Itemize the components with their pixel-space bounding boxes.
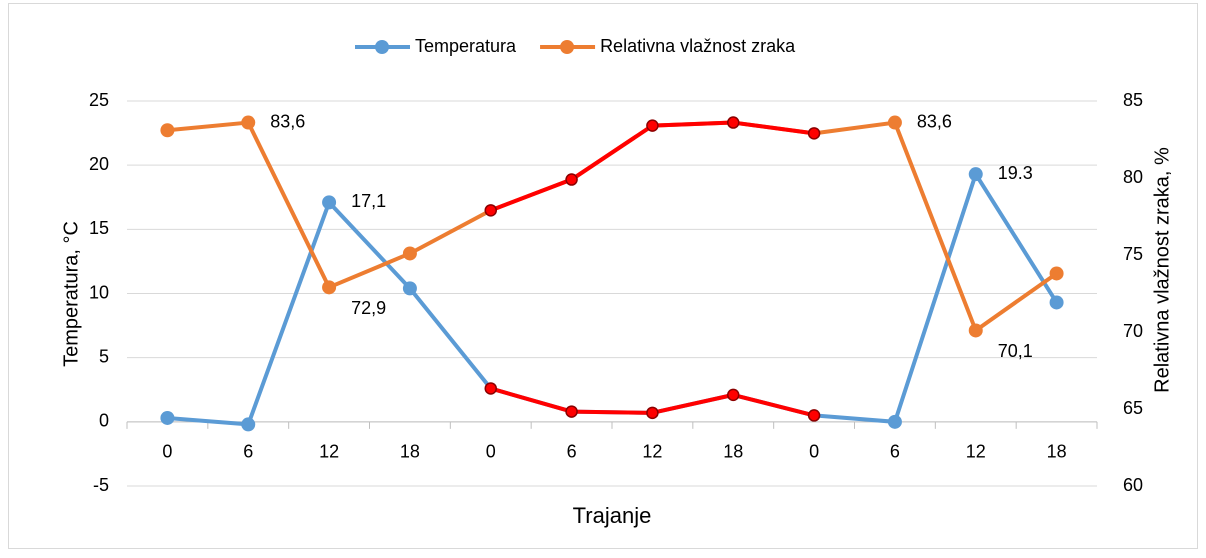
legend-label: Relativna vlažnost zraka [600,36,796,56]
y2-tick-label: 60 [1123,475,1143,495]
x-tick-label: 0 [809,442,819,462]
data-label: 72,9 [351,298,386,318]
data-label: 83,6 [917,111,952,131]
y-axis-title: Temperatura, °C [60,221,82,367]
x-tick-label: 18 [723,442,743,462]
legend-marker [560,40,575,54]
marker [646,406,659,420]
marker [322,280,337,295]
x-tick-label: 18 [400,442,420,462]
marker [1049,295,1064,310]
y2-tick-label: 75 [1123,244,1143,264]
marker [887,115,902,130]
marker [968,323,983,338]
marker [484,382,497,395]
x-tick-label: 18 [1047,442,1067,462]
marker [646,119,659,132]
chart-frame [8,3,1198,549]
x-tick-label: 12 [319,442,339,462]
data-label: 70,1 [998,341,1033,361]
y2-tick-label: 65 [1123,398,1143,418]
marker [402,246,417,261]
marker [887,414,902,429]
marker [322,195,337,210]
marker [241,417,256,432]
marker [727,388,740,402]
x-tick-label: 0 [486,442,496,462]
marker [484,204,497,217]
y-tick-label: 5 [99,346,109,366]
y2-tick-label: 85 [1123,90,1143,110]
marker [807,127,821,140]
marker [241,115,256,130]
marker [160,410,175,425]
marker [402,281,417,296]
y2-tick-label: 70 [1123,321,1143,341]
marker [807,409,821,422]
data-label: 19.3 [998,163,1033,183]
x-tick-label: 6 [890,442,900,462]
legend-marker [375,40,389,54]
x-tick-label: 6 [243,442,253,462]
marker [1049,266,1064,281]
y-tick-label: -5 [93,475,109,495]
data-label: 83,6 [270,111,305,131]
y-tick-label: 10 [89,282,109,302]
y-tick-label: 0 [99,411,109,431]
marker [565,173,578,186]
marker [968,167,983,182]
x-tick-label: 12 [642,442,662,462]
marker [727,116,740,129]
x-tick-label: 12 [966,442,986,462]
x-tick-label: 6 [567,442,577,462]
data-label: 17,1 [351,191,386,211]
marker [160,123,175,138]
y-tick-label: 15 [89,218,109,238]
y2-axis-title: Relativna vlažnost zraka, % [1151,147,1173,393]
marker [565,405,578,418]
x-axis-title: Trajanje [573,503,652,528]
y-tick-label: 25 [89,90,109,110]
y2-tick-label: 80 [1123,167,1143,187]
x-tick-label: 0 [162,442,172,462]
y-tick-label: 20 [89,154,109,174]
legend-label: Temperatura [415,36,517,56]
